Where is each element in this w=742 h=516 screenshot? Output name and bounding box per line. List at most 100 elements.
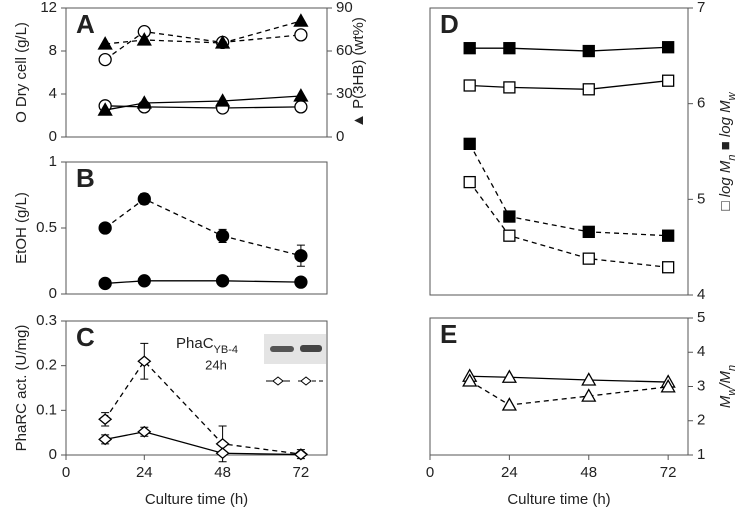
marker [462,373,478,387]
series-line [469,380,669,406]
y-tick-label: 0 [49,128,57,145]
marker [98,221,112,235]
inset-title: PhaCYB-4 [176,335,238,356]
x-tick-label: 72 [660,464,677,481]
marker [503,210,516,223]
marker [136,95,152,109]
x-tick-label: 24 [136,464,153,481]
series-line [469,181,669,268]
panel: C 0 0.1 0.2 0.3 0 24 48 72 Culture time (h) PhaCYB… [36,312,328,508]
marker [215,437,230,450]
label-part: n [726,154,738,160]
y-tick-label: 0.1 [36,401,57,418]
y2-tick-label: 60 [336,42,353,59]
label-part: PhaC [176,335,214,352]
series-line [105,280,301,285]
series-line [105,95,301,111]
y-tick-label: 1 [49,153,57,170]
series-line [105,431,301,456]
marker [581,388,597,402]
label-part: O Dry cell (g/L) [13,22,30,123]
label-part: ■ log M [717,100,734,155]
y2-axis-title: ▲ P(3HB) (wt%) [350,17,367,128]
label-part: YB-4 [214,344,238,356]
plot-frame [65,320,328,456]
marker [501,369,517,383]
label-part: /M [717,371,734,389]
marker [503,42,516,55]
marker [501,397,517,411]
plot-frame [429,7,689,296]
y2-tick-label: 30 [336,85,353,102]
inset-subtitle: 24h [205,357,227,372]
x-tick-label: 0 [426,464,434,481]
label-part: n [726,365,738,371]
marker [582,252,595,265]
label-part: M [717,395,734,408]
marker [97,36,113,50]
marker [98,433,113,446]
label-part: EtOH (g/L) [13,192,30,264]
y2-tick-label: 0 [336,128,344,145]
series-line [469,80,669,90]
marker [98,52,112,67]
marker [662,74,675,87]
series-line [104,198,302,257]
y2-tick-label: 1 [697,446,705,463]
marker [137,355,152,368]
y-tick-label: 0 [49,446,57,463]
x-tick-label: 0 [62,464,70,481]
marker [662,41,675,54]
marker [293,13,309,27]
y2-tick-label: 2 [697,412,705,429]
inset-key-marker [300,376,312,386]
x-axis-title: Culture time (h) [145,491,248,508]
label-part: □ log M [717,160,734,210]
marker [215,447,230,460]
panel: B 0 0.5 1 [36,153,328,302]
marker [503,81,516,94]
y2-tick-label: 90 [336,0,353,16]
y-axis-title: O Dry cell (g/L) [13,22,30,123]
marker [293,448,308,461]
marker [503,229,516,242]
y-axis-title: PhaRC act. (U/mg) [13,325,30,452]
y-tick-label: 4 [49,85,57,102]
marker [660,379,676,393]
x-tick-label: 48 [214,464,231,481]
x-tick-label: 72 [293,464,310,481]
marker [98,276,112,291]
blot-band [300,345,322,352]
marker [293,88,309,102]
y2-axis-title: Mw/Mn [717,365,738,408]
panel-letter: A [76,9,95,39]
series-line [105,20,302,45]
marker [214,35,231,49]
marker [137,274,151,288]
marker [136,32,152,46]
inset-key-marker [272,376,284,386]
x-axis-title: Culture time (h) [507,491,610,508]
marker [137,192,151,206]
y2-axis-title: □ log Mn ■ log Mw [717,91,738,210]
label-part: PhaRC act. (U/mg) [13,325,30,452]
x-tick-label: 48 [580,464,597,481]
panel-letter: C [76,322,95,352]
y2-tick-label: 5 [697,309,705,326]
marker [463,42,476,55]
series-line [104,30,301,61]
marker [463,79,476,92]
panel-letter: E [440,319,457,349]
marker [582,44,595,58]
y-tick-label: 0.3 [36,312,57,329]
y-axis-title: EtOH (g/L) [13,192,30,264]
marker [582,225,595,239]
series-line [104,360,301,455]
marker [137,425,152,438]
marker [662,261,675,274]
marker [294,275,308,289]
y-tick-label: 0.2 [36,357,57,374]
marker [214,93,231,107]
marker [294,100,308,114]
y-tick-label: 8 [49,42,57,59]
